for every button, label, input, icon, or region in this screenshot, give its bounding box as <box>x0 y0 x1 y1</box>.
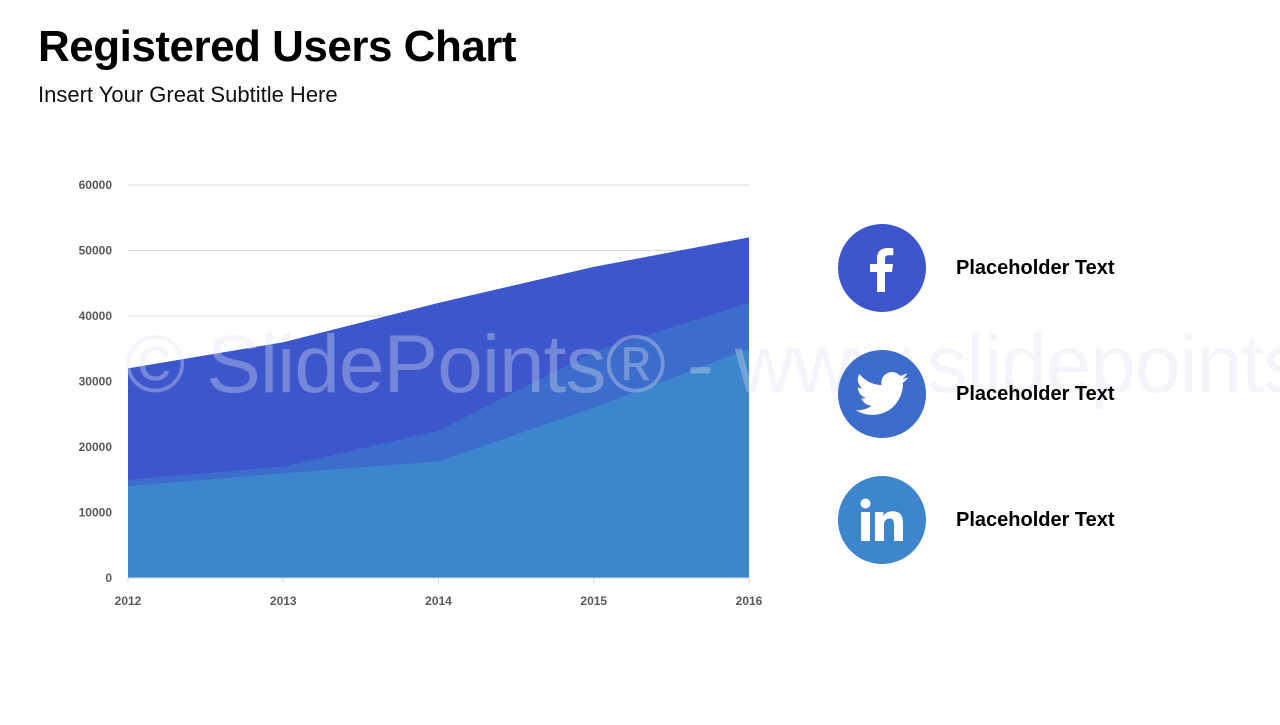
page-title: Registered Users Chart <box>38 22 517 71</box>
y-tick-label: 60000 <box>79 178 113 192</box>
y-tick-label: 50000 <box>79 244 113 258</box>
legend-item-linkedin: Placeholder Text <box>838 476 1115 564</box>
y-axis: 0 10000 20000 30000 40000 50000 60000 <box>79 178 113 585</box>
x-tick-label: 2013 <box>270 594 297 608</box>
legend-label: Placeholder Text <box>956 256 1115 279</box>
x-tick-label: 2012 <box>115 594 142 608</box>
legend-label: Placeholder Text <box>956 382 1115 405</box>
page-subtitle: Insert Your Great Subtitle Here <box>38 82 338 107</box>
linkedin-icon <box>838 476 926 564</box>
y-tick-label: 40000 <box>79 309 113 323</box>
legend-label: Placeholder Text <box>956 508 1115 531</box>
chart-areas <box>128 237 749 578</box>
facebook-icon <box>838 224 926 312</box>
legend-item-twitter: Placeholder Text <box>838 350 1115 438</box>
x-tick-label: 2015 <box>580 594 607 608</box>
x-tick-label: 2016 <box>736 594 763 608</box>
area-series-linkedin <box>128 348 749 578</box>
y-tick-label: 20000 <box>79 440 113 454</box>
x-axis: 2012 2013 2014 2015 2016 <box>115 577 763 608</box>
y-tick-label: 0 <box>105 571 112 585</box>
legend-item-facebook: Placeholder Text <box>838 224 1115 312</box>
twitter-icon <box>838 350 926 438</box>
y-tick-label: 30000 <box>79 375 113 389</box>
y-tick-label: 10000 <box>79 506 113 520</box>
x-tick-label: 2014 <box>425 594 452 608</box>
